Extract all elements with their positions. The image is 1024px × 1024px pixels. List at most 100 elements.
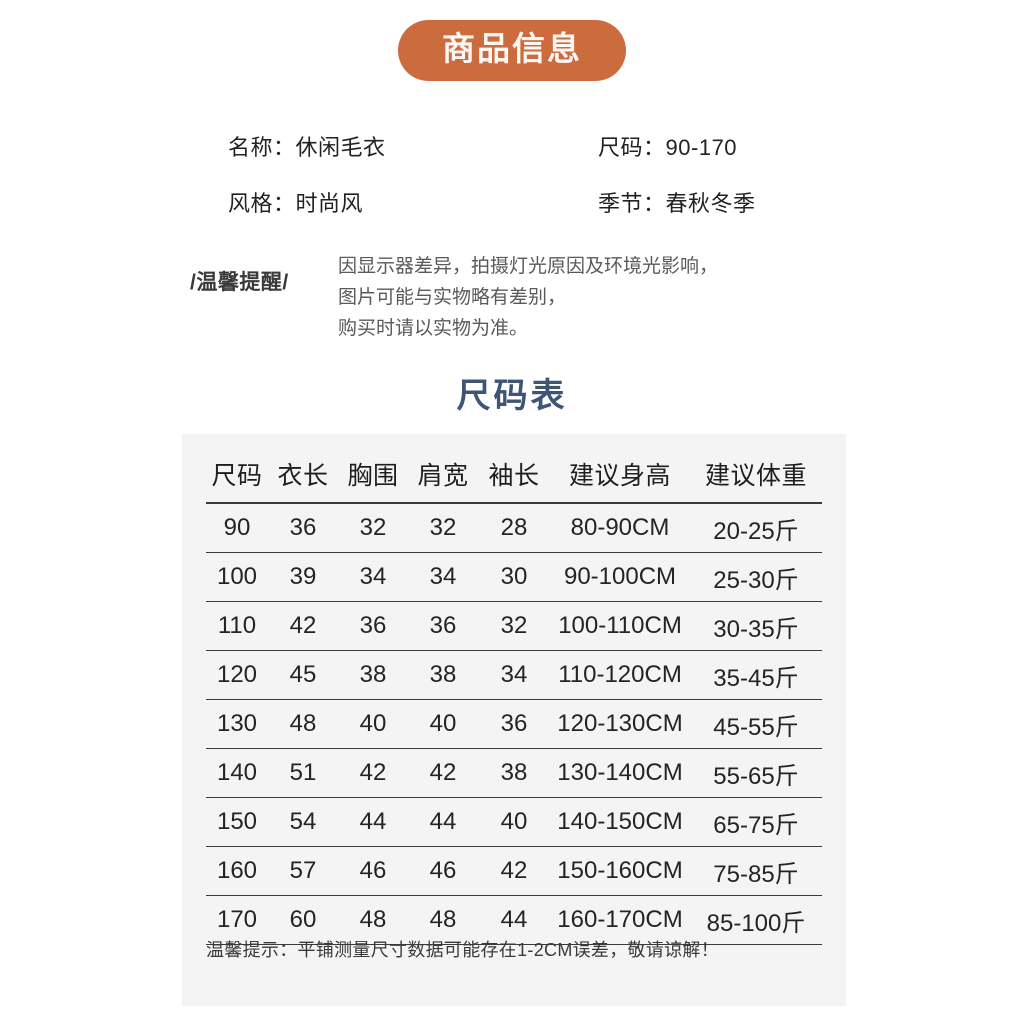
attribute-key: 尺码 bbox=[598, 135, 644, 160]
table-cell: 44 bbox=[338, 797, 408, 847]
attribute-value: 时尚风 bbox=[295, 191, 364, 216]
table-cell-size: 90 bbox=[206, 503, 268, 553]
table-cell: 36 bbox=[478, 699, 550, 749]
size-chart-body: 90 36 32 32 28 80-90CM 20-25斤 100 39 34 34 30 90-100… bbox=[206, 503, 822, 945]
table-cell: 55-65斤 bbox=[690, 748, 822, 798]
table-cell: 48 bbox=[268, 699, 338, 749]
table-cell: 36 bbox=[268, 503, 338, 553]
table-row: 110 42 36 36 32 100-110CM 30-35斤 bbox=[206, 601, 822, 651]
table-cell: 40 bbox=[478, 797, 550, 847]
product-attribute-item: 名称：休闲毛衣 bbox=[228, 130, 598, 162]
warm-reminder-line: 图片可能与实物略有差别， bbox=[338, 286, 567, 308]
attribute-separator: ： bbox=[273, 191, 296, 216]
table-column-header: 衣长 bbox=[268, 456, 338, 504]
warm-reminder-label: /温馨提醒/ bbox=[190, 271, 289, 294]
table-row: 100 39 34 34 30 90-100CM 25-30斤 bbox=[206, 552, 822, 602]
table-cell: 54 bbox=[268, 797, 338, 847]
table-cell: 130-140CM bbox=[550, 748, 690, 798]
table-cell: 42 bbox=[268, 601, 338, 651]
table-cell: 42 bbox=[408, 748, 478, 798]
table-cell: 150-160CM bbox=[550, 846, 690, 896]
table-cell: 40 bbox=[338, 699, 408, 749]
table-cell-size: 130 bbox=[206, 699, 268, 749]
table-cell: 34 bbox=[478, 650, 550, 700]
table-cell-size: 120 bbox=[206, 650, 268, 700]
table-row: 120 45 38 38 34 110-120CM 35-45斤 bbox=[206, 650, 822, 700]
attribute-key: 风格 bbox=[228, 191, 274, 216]
table-cell: 34 bbox=[408, 552, 478, 602]
table-cell: 35-45斤 bbox=[690, 650, 822, 700]
table-row: 150 54 44 44 40 140-150CM 65-75斤 bbox=[206, 797, 822, 847]
attribute-separator: ： bbox=[643, 191, 666, 216]
table-column-header: 尺码 bbox=[206, 456, 268, 504]
table-cell: 45 bbox=[268, 650, 338, 700]
table-column-header: 肩宽 bbox=[408, 456, 478, 504]
size-chart-table: 尺码 衣长 胸围 肩宽 袖长 建议身高 建议体重 90 36 32 32 28 80-90CM 20-2… bbox=[206, 456, 822, 945]
table-cell: 42 bbox=[338, 748, 408, 798]
table-cell: 39 bbox=[268, 552, 338, 602]
table-cell: 85-100斤 bbox=[690, 895, 822, 945]
table-cell: 28 bbox=[478, 503, 550, 553]
table-cell: 60 bbox=[268, 895, 338, 945]
table-cell: 46 bbox=[408, 846, 478, 896]
table-cell: 20-25斤 bbox=[690, 503, 822, 553]
table-cell: 38 bbox=[338, 650, 408, 700]
table-cell: 34 bbox=[338, 552, 408, 602]
table-column-header: 胸围 bbox=[338, 456, 408, 504]
attribute-value: 休闲毛衣 bbox=[295, 135, 386, 160]
size-chart-title: 尺码表 bbox=[456, 377, 568, 415]
table-cell: 44 bbox=[408, 797, 478, 847]
table-cell: 45-55斤 bbox=[690, 699, 822, 749]
table-cell: 90-100CM bbox=[550, 552, 690, 602]
attribute-separator: ： bbox=[643, 135, 666, 160]
table-header-row: 尺码 衣长 胸围 肩宽 袖长 建议身高 建议体重 bbox=[206, 456, 822, 504]
table-row: 140 51 42 42 38 130-140CM 55-65斤 bbox=[206, 748, 822, 798]
table-cell: 32 bbox=[338, 503, 408, 553]
page-title-badge: 商品信息 bbox=[398, 20, 626, 82]
page-title-row: 商品信息 bbox=[0, 20, 1024, 82]
table-cell: 38 bbox=[478, 748, 550, 798]
table-column-header: 建议身高 bbox=[550, 456, 690, 504]
table-cell: 110-120CM bbox=[550, 650, 690, 700]
attribute-key: 名称 bbox=[228, 135, 274, 160]
size-chart-footnote: 温馨提示：平铺测量尺寸数据可能存在1-2CM误差，敬请谅解！ bbox=[206, 940, 720, 960]
size-chart-panel: 尺码 衣长 胸围 肩宽 袖长 建议身高 建议体重 90 36 32 32 28 80-90CM 20-2… bbox=[182, 434, 846, 1006]
table-cell: 40 bbox=[408, 699, 478, 749]
table-cell-size: 100 bbox=[206, 552, 268, 602]
table-cell: 42 bbox=[478, 846, 550, 896]
attribute-value: 春秋冬季 bbox=[665, 191, 756, 216]
product-attribute-item: 尺码：90-170 bbox=[598, 130, 828, 162]
warm-reminder-line: 因显示器差异，拍摄灯光原因及环境光影响， bbox=[338, 256, 719, 277]
table-cell-size: 160 bbox=[206, 846, 268, 896]
size-chart-header: 尺码 衣长 胸围 肩宽 袖长 建议身高 建议体重 bbox=[206, 456, 822, 504]
table-row: 90 36 32 32 28 80-90CM 20-25斤 bbox=[206, 503, 822, 553]
table-cell: 75-85斤 bbox=[690, 846, 822, 896]
table-column-header: 袖长 bbox=[478, 456, 550, 504]
table-cell: 65-75斤 bbox=[690, 797, 822, 847]
table-cell: 48 bbox=[408, 895, 478, 945]
warm-reminder-line: 购买时请以实物为准。 bbox=[338, 317, 529, 339]
table-cell: 100-110CM bbox=[550, 601, 690, 651]
table-cell: 46 bbox=[338, 846, 408, 896]
table-cell: 48 bbox=[338, 895, 408, 945]
attribute-separator: ： bbox=[273, 135, 296, 160]
table-cell: 25-30斤 bbox=[690, 552, 822, 602]
table-cell: 36 bbox=[408, 601, 478, 651]
warm-reminder-block: /温馨提醒/ 因显示器差异，拍摄灯光原因及环境光影响， 图片可能与实物略有差别， 购… bbox=[190, 252, 718, 344]
table-cell: 57 bbox=[268, 846, 338, 896]
product-attribute-grid: 名称：休闲毛衣 尺码：90-170 风格：时尚风 季节：春秋冬季 bbox=[228, 118, 828, 230]
table-cell: 32 bbox=[408, 503, 478, 553]
table-cell-size: 170 bbox=[206, 895, 268, 945]
table-cell: 44 bbox=[478, 895, 550, 945]
table-cell: 80-90CM bbox=[550, 503, 690, 553]
product-attribute-item: 风格：时尚风 bbox=[228, 186, 598, 218]
table-cell: 38 bbox=[408, 650, 478, 700]
table-row: 170 60 48 48 44 160-170CM 85-100斤 bbox=[206, 895, 822, 945]
table-column-header: 建议体重 bbox=[690, 456, 822, 504]
warm-reminder-text: 因显示器差异，拍摄灯光原因及环境光影响， 图片可能与实物略有差别， 购买时请以实物为… bbox=[338, 252, 718, 344]
table-cell: 160-170CM bbox=[550, 895, 690, 945]
table-cell-size: 150 bbox=[206, 797, 268, 847]
table-cell: 36 bbox=[338, 601, 408, 651]
table-cell-size: 110 bbox=[206, 601, 268, 651]
